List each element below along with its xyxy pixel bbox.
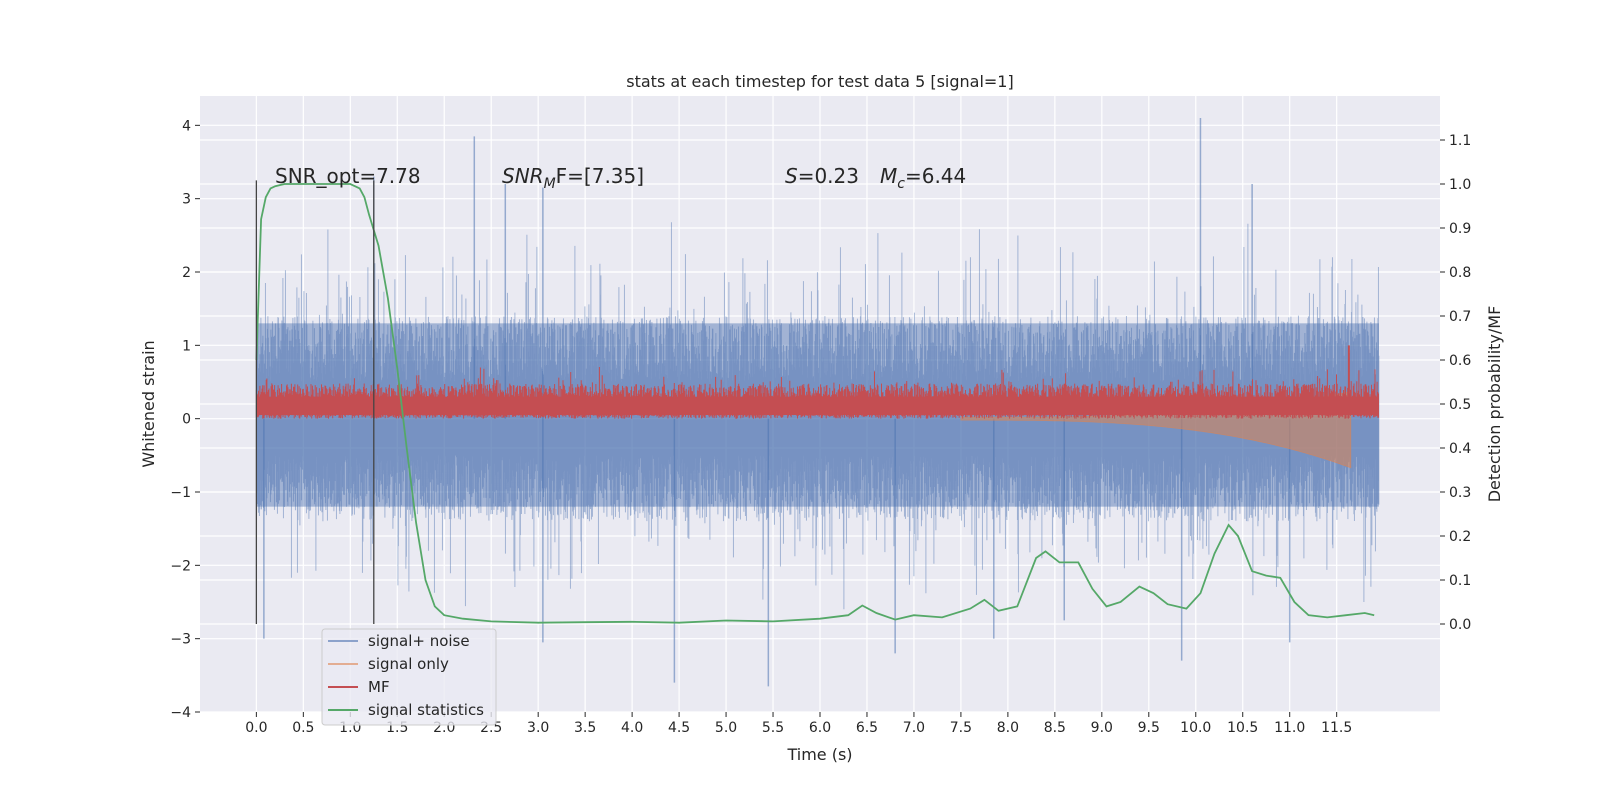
y2-tick-label: 0.9 — [1449, 221, 1471, 237]
annotation-chirp-mass-sub: c — [897, 176, 905, 192]
y-tick-label: 4 — [182, 118, 191, 134]
y-axis-ticks: −4 −3 −2 −1 0 1 2 3 4 — [170, 118, 200, 721]
x-tick-label: 5.0 — [715, 720, 737, 736]
x-tick-label: 11.5 — [1321, 720, 1352, 736]
y2-tick-label: 0.1 — [1449, 573, 1471, 589]
y-tick-label: −1 — [170, 485, 191, 501]
x-tick-label: 6.5 — [856, 720, 878, 736]
legend-entry-label: signal only — [368, 655, 449, 673]
y2-axis-label: Detection probability/MF — [1485, 306, 1504, 503]
annotation-snr-opt: SNR_opt=7.78 — [275, 164, 421, 188]
y2-tick-label: 0.3 — [1449, 485, 1471, 501]
y-tick-label: −4 — [170, 705, 191, 721]
x-tick-label: 10.5 — [1227, 720, 1258, 736]
annotation-chirp-mass-rest: =6.44 — [905, 164, 966, 188]
annotation-snr-mf-rest: F=[7.35] — [556, 164, 644, 188]
y2-tick-label: 0.4 — [1449, 441, 1471, 457]
y-tick-label: −3 — [170, 632, 191, 648]
legend-entry-label: MF — [368, 678, 390, 696]
x-axis-label: Time (s) — [786, 745, 852, 764]
x-tick-label: 10.0 — [1180, 720, 1211, 736]
annotation-chirp-mass-main: M — [880, 164, 897, 188]
x-tick-label: 6.0 — [809, 720, 831, 736]
y-tick-label: −2 — [170, 558, 191, 574]
annotation-spin: S=0.23 — [785, 164, 859, 188]
x-tick-label: 4.0 — [621, 720, 643, 736]
y-tick-label: 2 — [182, 265, 191, 281]
annotation-snr-mf: SNRMF=[7.35] — [502, 164, 644, 192]
series-layer — [255, 118, 1380, 687]
y2-tick-label: 1.0 — [1449, 177, 1471, 193]
annotation-spin-main: S — [785, 164, 798, 188]
annotation-snr-mf-sub: M — [544, 176, 556, 192]
x-tick-label: 8.5 — [1044, 720, 1066, 736]
x-tick-label: 3.5 — [574, 720, 596, 736]
series-mf-core — [256, 396, 1379, 415]
legend-entry-label: signal statistics — [368, 701, 484, 719]
y2-tick-label: 0.8 — [1449, 265, 1471, 281]
chart-title: stats at each timestep for test data 5 [… — [626, 72, 1013, 91]
x-tick-label: 0.5 — [292, 720, 314, 736]
x-tick-label: 3.0 — [527, 720, 549, 736]
x-tick-label: 8.0 — [997, 720, 1019, 736]
x-axis-ticks: 0.0 0.5 1.0 1.5 2.0 2.5 3.0 3.5 4.0 4.5 5.0 5.5 6.0 6… — [245, 712, 1352, 736]
y2-tick-label: 1.1 — [1449, 133, 1471, 149]
x-tick-label: 9.5 — [1138, 720, 1160, 736]
y-tick-label: 3 — [182, 192, 191, 208]
vertical-markers — [255, 180, 375, 624]
annotation-spin-rest: =0.23 — [798, 164, 859, 188]
y2-tick-label: 0.7 — [1449, 309, 1471, 325]
legend-frame — [321, 628, 497, 726]
x-tick-label: 7.0 — [903, 720, 925, 736]
annotation-snr-mf-main: SNR — [502, 164, 544, 188]
x-tick-label: 9.0 — [1091, 720, 1113, 736]
legend: signal+ noise signal only MF signal statist… — [321, 628, 497, 726]
annotation-chirp-mass: Mc=6.44 — [880, 164, 966, 192]
y2-tick-label: 0.0 — [1449, 617, 1471, 633]
y2-tick-label: 0.6 — [1449, 353, 1471, 369]
legend-entry-label: signal+ noise — [368, 632, 470, 650]
x-tick-label: 5.5 — [762, 720, 784, 736]
y-tick-label: 0 — [182, 412, 191, 428]
x-tick-label: 0.0 — [245, 720, 267, 736]
y2-tick-label: 0.5 — [1449, 397, 1471, 413]
y-axis-label: Whitened strain — [139, 340, 158, 467]
x-tick-label: 4.5 — [668, 720, 690, 736]
series-signal-statistics-line — [255, 183, 1375, 624]
x-tick-label: 7.5 — [950, 720, 972, 736]
y2-axis-ticks: 0.0 0.1 0.2 0.3 0.4 0.5 0.6 0.7 0.8 0.9 1.0 1.1 — [1440, 133, 1471, 633]
y2-tick-label: 0.2 — [1449, 529, 1471, 545]
x-tick-label: 11.0 — [1274, 720, 1305, 736]
y-tick-label: 1 — [182, 338, 191, 354]
